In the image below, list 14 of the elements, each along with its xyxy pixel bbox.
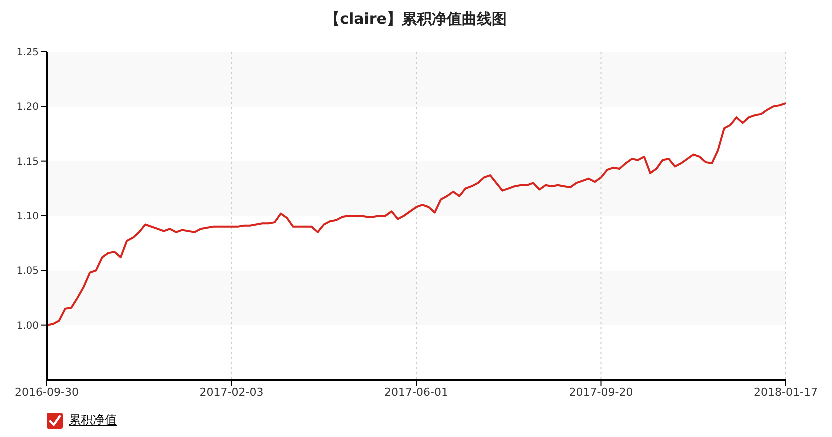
chart-title: 【claire】累积净值曲线图 (324, 10, 508, 29)
x-tick-label: 2018-01-17 (754, 386, 818, 399)
legend-label: 累积净值 (69, 412, 117, 429)
y-tick-label: 1.00 (16, 320, 39, 332)
y-tick-label: 1.25 (16, 48, 39, 59)
y-tick-label: 1.10 (16, 212, 39, 223)
y-tick-label: 1.20 (16, 102, 39, 114)
x-tick-label: 2017-09-20 (569, 386, 634, 399)
y-tick-label: 1.05 (16, 266, 39, 278)
x-tick-label: 2017-06-01 (384, 386, 448, 399)
y-tick-label: 1.15 (16, 156, 39, 168)
line-series (47, 102, 786, 326)
x-tick-label: 2016-09-30 (15, 386, 79, 399)
x-tick-label: 2017-02-03 (200, 386, 264, 399)
